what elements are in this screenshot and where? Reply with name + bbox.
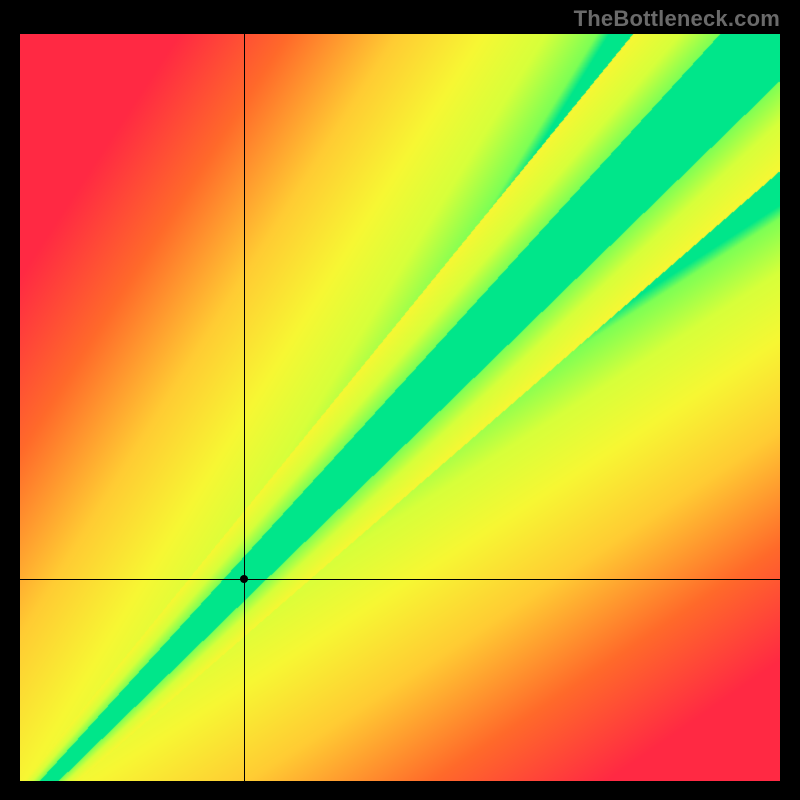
heatmap-canvas xyxy=(20,34,780,781)
watermark-text: TheBottleneck.com xyxy=(574,6,780,32)
heatmap-plot xyxy=(20,34,780,781)
marker-point xyxy=(240,575,248,583)
crosshair-horizontal xyxy=(20,579,780,580)
chart-container: TheBottleneck.com xyxy=(0,0,800,800)
crosshair-vertical xyxy=(244,34,245,781)
